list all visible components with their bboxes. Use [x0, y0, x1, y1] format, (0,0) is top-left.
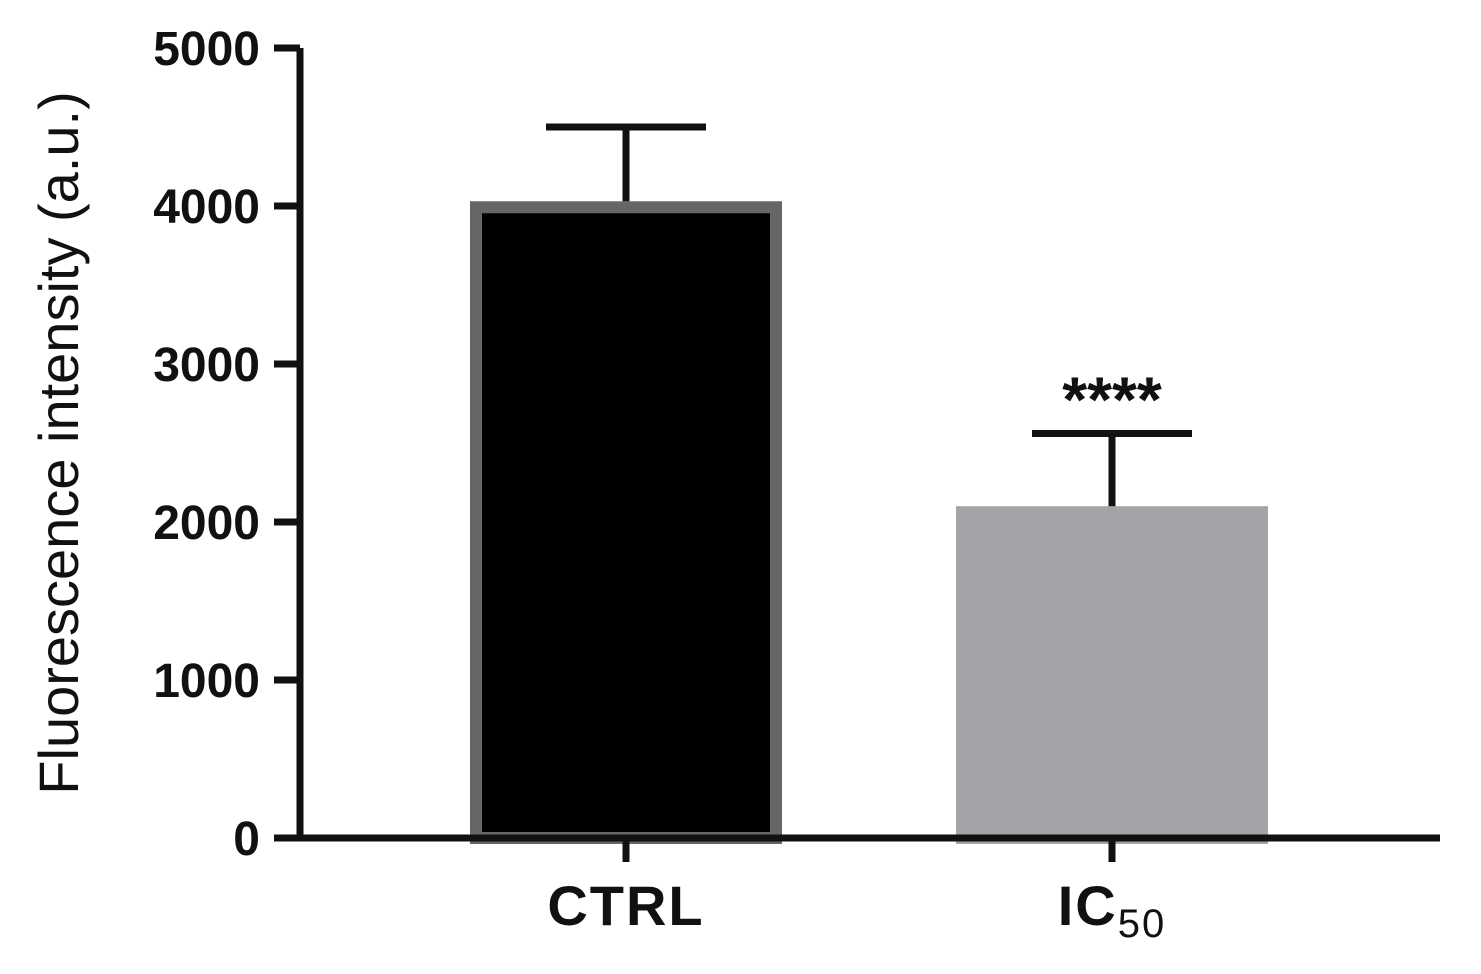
x-tick-label: IC50: [1058, 874, 1167, 946]
y-tick-label: 2000: [153, 497, 260, 550]
y-tick-label: 0: [233, 813, 260, 866]
x-tick-label-main: CTRL: [547, 874, 704, 937]
x-tick-label-main: IC: [1058, 874, 1118, 937]
y-tick-label: 1000: [153, 655, 260, 708]
y-tick-label: 3000: [153, 339, 260, 392]
y-tick-label: 4000: [153, 181, 260, 234]
significance-marker: ****: [1062, 364, 1162, 436]
x-tick-label: CTRL: [547, 874, 704, 937]
bar-ic50: [956, 506, 1268, 844]
bar-ctrl: [470, 201, 782, 844]
y-tick-label: 5000: [153, 23, 260, 76]
y-axis-title: Fluorescence intensity (a.u.): [27, 91, 90, 794]
x-tick-label-subscript: 50: [1118, 902, 1167, 946]
